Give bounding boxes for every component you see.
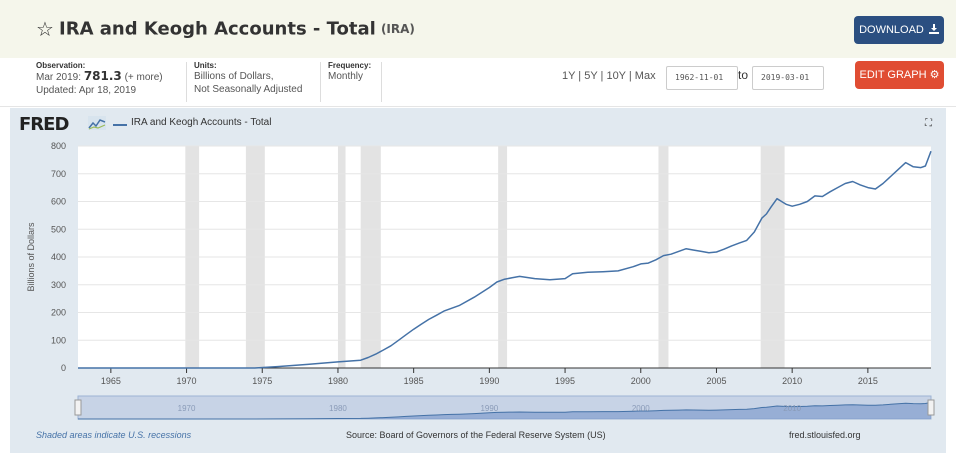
- observation-date: Mar 2019:: [36, 72, 82, 83]
- y-tick-label: 0: [61, 363, 66, 373]
- navigator-label: 1970: [178, 404, 196, 413]
- units-label: Units:: [194, 61, 217, 70]
- y-tick-label: 100: [51, 335, 66, 345]
- x-tick-label: 2005: [706, 376, 726, 386]
- x-tick-label: 1995: [555, 376, 575, 386]
- y-axis-label: Billions of Dollars: [26, 222, 36, 292]
- download-icon: [928, 24, 939, 34]
- y-tick-label: 600: [51, 197, 66, 207]
- fullscreen-icon[interactable]: ⛶: [925, 118, 932, 129]
- navigator-label: 1980: [329, 404, 347, 413]
- x-tick-label: 1965: [101, 376, 121, 386]
- chart[interactable]: 0 100 200 300 400 500 600 700 800 1965 1970 1975 198…: [10, 108, 946, 453]
- fred-chart-icon: [88, 116, 106, 130]
- end-date-input[interactable]: 2019-03-01: [752, 66, 824, 90]
- x-tick-label: 1985: [404, 376, 424, 386]
- page-title: IRA and Keogh Accounts - Total: [59, 18, 376, 40]
- observation-block: Observation: Mar 2019: 781.3 (+ more) Up…: [36, 61, 163, 97]
- y-tick-label: 700: [51, 169, 66, 179]
- navigator-line: [78, 401, 932, 420]
- navigator-area: [78, 402, 931, 419]
- series-line: [78, 150, 932, 369]
- navigator-handle[interactable]: [927, 399, 935, 416]
- download-label: DOWNLOAD: [859, 24, 924, 36]
- frequency-block: Frequency: Monthly: [328, 61, 371, 83]
- graph-panel: 0 100 200 300 400 500 600 700 800 1965 1970 1975 198…: [10, 108, 946, 453]
- y-tick-label: 300: [51, 280, 66, 290]
- download-button[interactable]: DOWNLOAD: [854, 16, 944, 44]
- navigator-label: 1990: [480, 404, 498, 413]
- to-label: to: [738, 68, 749, 82]
- gear-icon: ⚙: [929, 69, 940, 81]
- x-tick-label: 1970: [177, 376, 197, 386]
- x-tick-label: 1975: [252, 376, 272, 386]
- units-line1: Billions of Dollars,: [194, 71, 274, 82]
- header-bar: ☆ IRA and Keogh Accounts - Total (IRA) D…: [0, 0, 956, 58]
- x-tick-label: 2010: [782, 376, 802, 386]
- divider: [381, 62, 382, 102]
- units-line2: Not Seasonally Adjusted: [194, 84, 303, 95]
- fred-url[interactable]: fred.stlouisfed.org: [789, 430, 861, 440]
- divider: [320, 62, 321, 102]
- y-tick-label: 200: [51, 308, 66, 318]
- frequency-value: Monthly: [328, 71, 364, 82]
- range-links[interactable]: 1Y | 5Y | 10Y | Max: [562, 70, 656, 82]
- x-tick-label: 1980: [328, 376, 348, 386]
- title-wrap: ☆ IRA and Keogh Accounts - Total (IRA): [36, 17, 415, 41]
- observation-label: Observation:: [36, 61, 86, 70]
- start-date-input[interactable]: 1962-11-01: [666, 66, 738, 90]
- frequency-label: Frequency:: [328, 61, 372, 70]
- observation-more-link[interactable]: (+ more): [124, 72, 163, 83]
- x-tick-label: 2015: [858, 376, 878, 386]
- y-tick-label: 800: [51, 141, 66, 151]
- divider: [186, 62, 187, 102]
- navigator-label: 2000: [632, 404, 650, 413]
- x-tick-label: 2000: [631, 376, 651, 386]
- star-icon[interactable]: ☆: [36, 17, 54, 41]
- source-note: Source: Board of Governors of the Federa…: [346, 430, 606, 440]
- x-tick-label: 1990: [479, 376, 499, 386]
- observation-value: 781.3: [83, 69, 122, 83]
- edit-graph-button[interactable]: EDIT GRAPH ⚙: [855, 61, 944, 89]
- updated-date: Updated: Apr 18, 2019: [36, 85, 137, 96]
- units-block: Units: Billions of Dollars, Not Seasonal…: [194, 61, 302, 96]
- observation-line: Mar 2019: 781.3 (+ more): [36, 70, 163, 84]
- y-tick-label: 500: [51, 224, 66, 234]
- series-id: (IRA): [380, 22, 415, 36]
- edit-graph-label: EDIT GRAPH: [859, 69, 927, 81]
- legend-label: IRA and Keogh Accounts - Total: [131, 117, 272, 128]
- navigator-handle[interactable]: [74, 399, 82, 416]
- y-tick-label: 400: [51, 252, 66, 262]
- recession-note[interactable]: Shaded areas indicate U.S. recessions: [36, 430, 192, 440]
- fred-logo: FRED: [19, 114, 69, 135]
- navigator-label: 2010: [783, 404, 801, 413]
- legend-swatch: [113, 124, 127, 126]
